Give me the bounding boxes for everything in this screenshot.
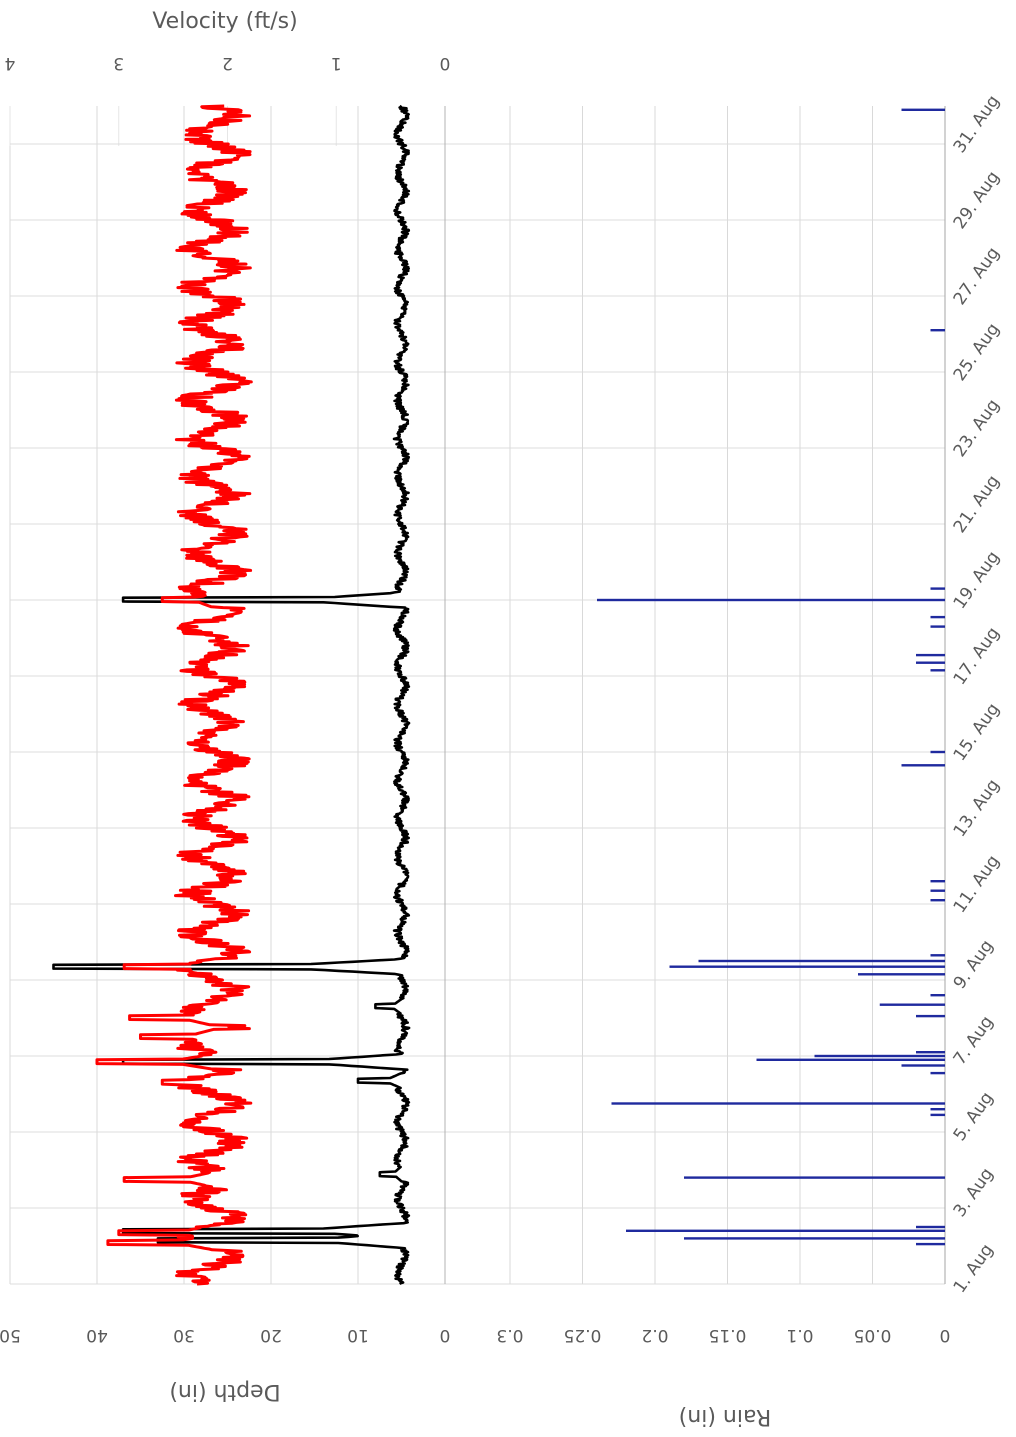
rain-bar	[684, 1176, 945, 1179]
rain-bar	[930, 750, 945, 754]
rain-bar	[698, 959, 945, 963]
rain-bars	[597, 108, 945, 1246]
rain-bar	[930, 1108, 945, 1111]
rain-bar	[597, 598, 945, 602]
rain-tick-label: 0.05	[854, 1325, 892, 1345]
rain-bar	[626, 1229, 945, 1232]
rain-tick-label: 0.3	[496, 1325, 523, 1345]
rain-bar	[756, 1058, 945, 1061]
rain-bar	[916, 1225, 945, 1229]
rain-bar	[930, 899, 945, 902]
rain-bar	[814, 1054, 945, 1058]
velocity-axis-title: Velocity (ft/s)	[152, 9, 297, 34]
grid-lines	[9, 106, 946, 1285]
rain-bar	[916, 1242, 945, 1246]
depth-tick-label: 50	[0, 1325, 21, 1345]
rain-bar	[930, 1071, 945, 1075]
rain-bar	[879, 1003, 945, 1006]
rain-bar	[930, 587, 945, 590]
rain-tick-label: 0.15	[709, 1325, 747, 1345]
rain-bar	[930, 329, 945, 332]
depth-series-line	[52, 104, 411, 1286]
depth-tick-label: 10	[347, 1325, 369, 1345]
rain-bar	[916, 661, 945, 664]
velocity-tick-label: 2	[222, 53, 233, 73]
rain-bar	[901, 764, 945, 767]
rain-bar	[669, 965, 945, 968]
rain-bar	[858, 973, 945, 976]
depth-tick-label: 20	[260, 1325, 282, 1345]
rain-bar	[930, 994, 945, 997]
rain-axis-title: Rain (in)	[679, 1404, 772, 1429]
rain-bar	[930, 625, 945, 628]
rain-bar	[930, 1113, 945, 1117]
rain-bar	[901, 108, 945, 111]
velocity-tick-label: 1	[331, 53, 342, 73]
depth-velocity-lines	[52, 104, 411, 1286]
rain-bar	[916, 1051, 945, 1054]
rain-bar	[901, 1064, 945, 1067]
depth-tick-label: 40	[86, 1325, 108, 1345]
depth-tick-label: 30	[173, 1325, 195, 1345]
rain-bar	[916, 653, 945, 657]
rain-tick-label: 0	[940, 1325, 951, 1345]
rain-bar	[930, 615, 945, 619]
rain-tick-label: 0.2	[641, 1325, 668, 1345]
rain-bar	[930, 880, 945, 883]
rain-bar	[611, 1102, 945, 1105]
rain-bar	[916, 1014, 945, 1018]
depth-axis-title: Depth (in)	[169, 1379, 280, 1404]
velocity-tick-label: 3	[113, 53, 124, 73]
depth-tick-label: 0	[440, 1325, 451, 1345]
rain-bar	[930, 889, 945, 892]
velocity-series-line	[95, 104, 253, 1286]
rain-bar	[684, 1237, 945, 1240]
rain-tick-label: 0.1	[786, 1325, 813, 1345]
rain-tick-label: 0.25	[564, 1325, 602, 1345]
rain-bar	[930, 954, 945, 957]
velocity-tick-label: 4	[5, 53, 16, 73]
velocity-tick-label: 0	[440, 53, 451, 73]
rain-bar	[930, 669, 945, 672]
